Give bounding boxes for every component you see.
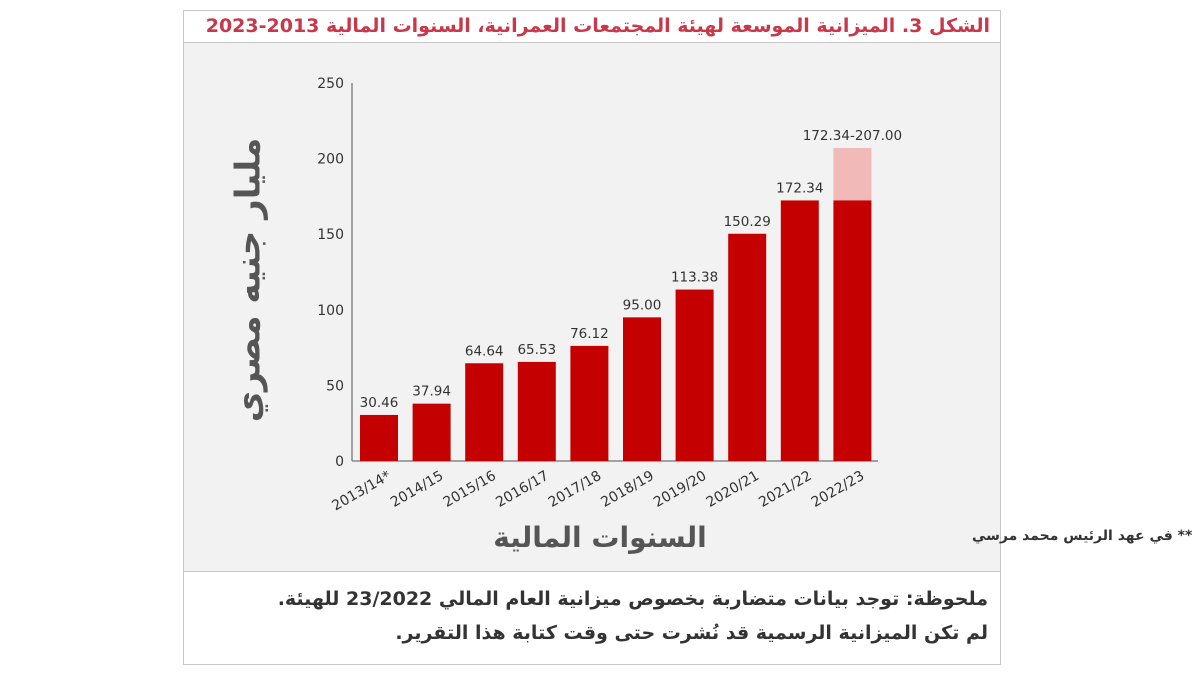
x-tick-label: 2016/17	[493, 468, 551, 511]
bar	[360, 414, 398, 461]
data-label: 37.94	[412, 384, 451, 400]
y-tick-label: 150	[317, 227, 344, 243]
x-tick-label: 2020/21	[704, 468, 762, 511]
y-tick-label: 250	[317, 76, 344, 92]
data-label: 172.34-207.00	[803, 128, 902, 144]
data-label: 172.34	[776, 180, 823, 196]
bar	[728, 233, 767, 461]
x-tick-label: 2019/20	[651, 468, 709, 511]
y-axis-label: مليار جنيه مصري	[229, 138, 269, 423]
x-tick-label: 2014/15	[388, 468, 446, 511]
data-label: 65.53	[517, 342, 556, 358]
note: ملحوظة: توجد بيانات متضاربة بخصوص ميزاني…	[184, 571, 1000, 664]
data-label: 30.46	[360, 395, 399, 411]
x-tick-label: 2018/19	[598, 468, 656, 511]
data-label: 64.64	[465, 343, 504, 359]
x-tick-label: 2013/14*	[329, 468, 393, 514]
y-tick-label: 200	[317, 152, 344, 168]
bar	[623, 317, 661, 461]
bar-range	[833, 148, 872, 201]
data-label: 76.12	[570, 326, 609, 342]
x-tick-label: 2017/18	[546, 468, 604, 511]
figure-title: الشكل 3. الميزانية الموسعة لهيئة المجتمع…	[184, 11, 1000, 43]
x-tick-label: 2022/23	[809, 468, 867, 511]
data-label: 150.29	[724, 214, 771, 230]
footnote: ** في عهد الرئيس محمد مرسي	[972, 528, 1193, 544]
bar	[570, 345, 609, 461]
y-tick-label: 0	[335, 454, 344, 470]
x-axis-label: السنوات المالية	[493, 521, 706, 554]
note-line-2: لم تكن الميزانية الرسمية قد نُشرت حتى وق…	[395, 622, 988, 644]
bar	[412, 403, 451, 461]
y-tick-label: 100	[317, 303, 344, 319]
bar	[675, 289, 714, 461]
note-line-1: ملحوظة: توجد بيانات متضاربة بخصوص ميزاني…	[277, 588, 988, 610]
x-tick-label: 2021/22	[756, 468, 814, 511]
bar	[780, 200, 819, 461]
y-tick-label: 50	[326, 378, 344, 394]
bar	[517, 361, 556, 461]
data-label: 95.00	[623, 297, 662, 313]
x-tick-label: 2015/16	[441, 468, 499, 511]
bar	[465, 363, 504, 461]
bar	[833, 200, 872, 461]
data-label: 113.38	[671, 270, 718, 286]
